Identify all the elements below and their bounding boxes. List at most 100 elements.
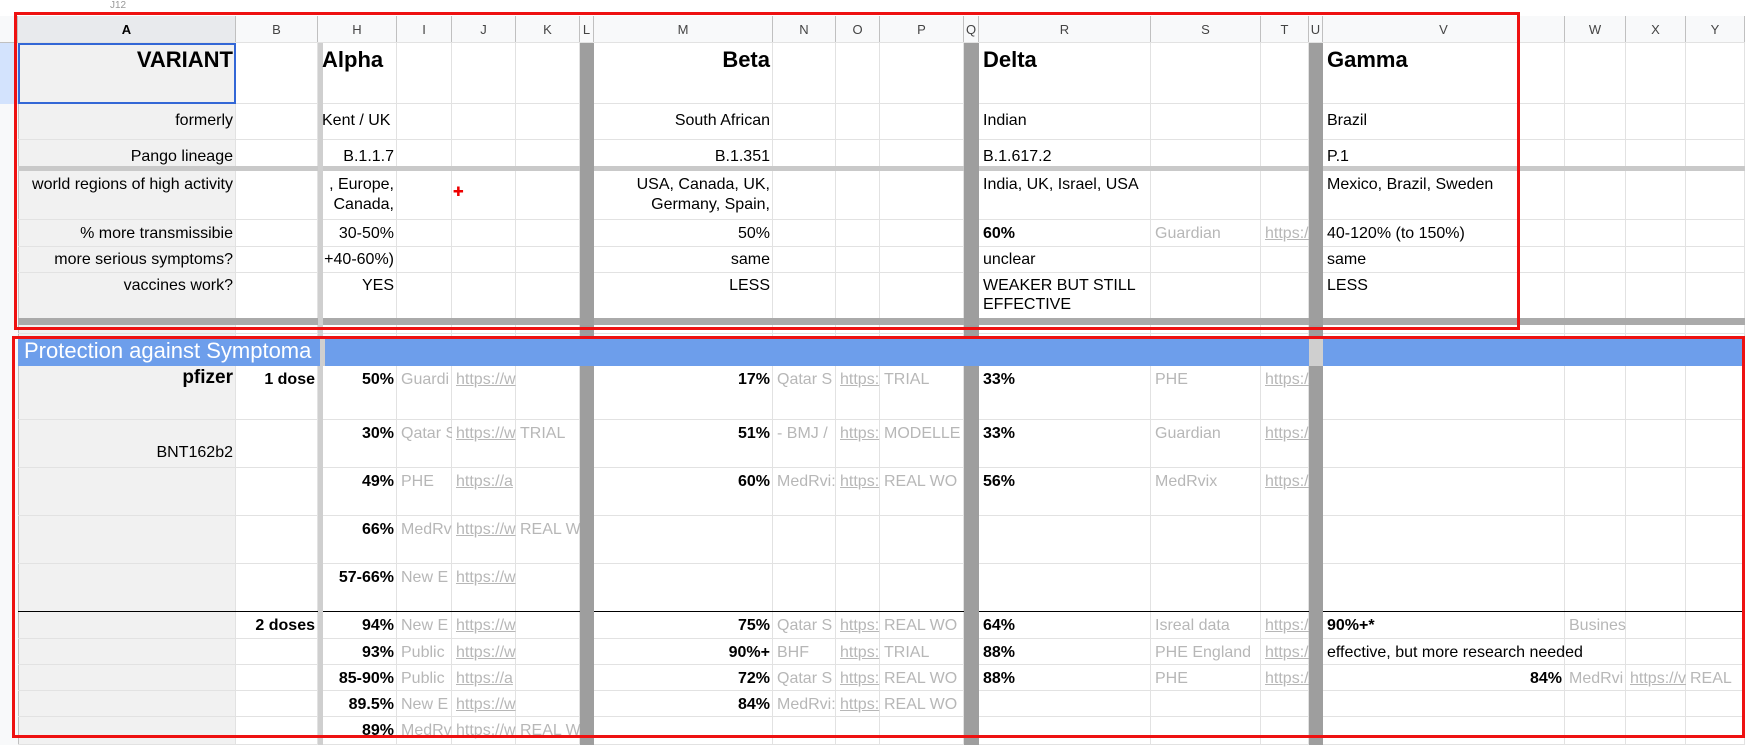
d1-alpha-type[interactable]: REAL W — [520, 521, 580, 538]
column-header-y[interactable]: Y — [1686, 16, 1745, 43]
d2-delta-link[interactable]: https:// — [1265, 644, 1309, 661]
d1-delta[interactable]: 56% — [983, 473, 1016, 490]
active-cell-selection[interactable] — [18, 43, 236, 104]
d2-beta-link[interactable]: https: — [840, 617, 880, 634]
column-header-s[interactable]: S — [1151, 16, 1261, 43]
transmissible-delta-source[interactable]: Guardian — [1155, 225, 1221, 242]
variant-label[interactable]: VARIANT — [136, 47, 233, 72]
d1-beta-source[interactable]: - BMJ / — [777, 425, 828, 442]
pfizer-code[interactable]: BNT162b2 — [156, 444, 234, 461]
d2-beta-type[interactable]: TRIAL — [884, 644, 930, 661]
hidden-columns-gutter[interactable] — [1309, 43, 1323, 745]
d2-delta-source[interactable]: PHE — [1155, 670, 1188, 687]
d2-gamma-link[interactable]: https://v — [1630, 670, 1686, 687]
d2-alpha-link[interactable]: https://w — [456, 696, 516, 713]
pango-alpha[interactable]: B.1.1.7 — [343, 148, 394, 165]
d1-beta[interactable]: 17% — [737, 371, 770, 388]
pango-delta[interactable]: B.1.617.2 — [983, 148, 1052, 165]
formerly-alpha[interactable]: Kent / UK — [322, 112, 391, 129]
d2-beta[interactable]: 75% — [737, 617, 770, 634]
d1-delta-link[interactable]: https://R — [1265, 473, 1309, 490]
column-header-h[interactable]: H — [318, 16, 397, 43]
d2-gamma-source[interactable]: MedRvi — [1569, 670, 1624, 687]
select-all-corner[interactable] — [0, 16, 18, 43]
d2-alpha-source[interactable]: MedRv — [401, 722, 452, 739]
d2-delta-source[interactable]: Isreal data — [1155, 617, 1230, 634]
column-header-w[interactable]: W — [1565, 16, 1626, 43]
d1-alpha-link[interactable]: https://a — [456, 473, 513, 490]
selected-row-header[interactable] — [0, 43, 18, 104]
d2-alpha-source[interactable]: Public — [401, 644, 445, 661]
d2-alpha-link[interactable]: https://w — [456, 617, 516, 634]
d1-beta-type[interactable]: MODELLE — [884, 425, 961, 442]
transmissible-beta[interactable]: 50% — [737, 225, 770, 242]
serious-alpha[interactable]: +40-60%) — [324, 251, 394, 268]
d2-beta-link[interactable]: https: — [840, 696, 880, 713]
d1-alpha-source[interactable]: Qatar S — [401, 425, 452, 442]
d2-beta-source[interactable]: BHF — [777, 644, 809, 661]
d2-beta-type[interactable]: REAL WO — [884, 696, 958, 713]
vaccines-gamma[interactable]: LESS — [1327, 277, 1368, 294]
d2-gamma-source[interactable]: Busines — [1569, 617, 1626, 634]
d1-alpha[interactable]: 50% — [361, 371, 394, 388]
d1-alpha[interactable]: 49% — [361, 473, 394, 490]
d2-delta-source[interactable]: PHE England — [1155, 644, 1252, 661]
column-header-x[interactable]: X — [1626, 16, 1686, 43]
d1-delta-source[interactable]: PHE — [1155, 371, 1188, 388]
vaccines-beta[interactable]: LESS — [729, 277, 770, 294]
formerly-delta[interactable]: Indian — [983, 112, 1027, 129]
serious-gamma[interactable]: same — [1327, 251, 1367, 268]
d1-alpha-type[interactable]: TRIAL — [520, 425, 566, 442]
d2-delta-link[interactable]: https:// — [1265, 670, 1309, 687]
d1-beta-type[interactable]: REAL WO — [884, 473, 958, 490]
pango-beta[interactable]: B.1.351 — [714, 148, 770, 165]
variant-alpha[interactable]: Alpha — [322, 47, 384, 72]
dose-1-label[interactable]: 1 dose — [264, 371, 315, 388]
d2-alpha-link[interactable]: https://a — [456, 670, 513, 687]
d1-alpha-source[interactable]: PHE — [401, 473, 434, 490]
serious-beta[interactable]: same — [730, 251, 770, 268]
d1-alpha-link[interactable]: https://w — [456, 371, 516, 388]
column-header-q[interactable]: Q — [964, 16, 979, 43]
column-header-b[interactable]: B — [236, 16, 318, 43]
pango-gamma[interactable]: P.1 — [1327, 148, 1349, 165]
transmissible-gamma[interactable]: 40-120% (to 150%) — [1327, 225, 1465, 242]
d2-delta[interactable]: 88% — [983, 644, 1016, 661]
variant-gamma[interactable]: Gamma — [1327, 47, 1408, 72]
d1-beta[interactable]: 60% — [737, 473, 770, 490]
row-label-serious[interactable]: more serious symptoms? — [54, 251, 233, 268]
d2-beta-source[interactable]: Qatar S — [777, 670, 833, 687]
transmissible-delta-link[interactable]: https:// — [1265, 225, 1309, 242]
transmissible-delta[interactable]: 60% — [983, 225, 1016, 242]
vaccines-delta[interactable]: WEAKER BUT STILL EFFECTIVE — [983, 277, 1136, 313]
d2-gamma[interactable]: 90%+* — [1327, 617, 1375, 634]
serious-delta[interactable]: unclear — [983, 251, 1036, 268]
column-header-n[interactable]: N — [773, 16, 836, 43]
d2-alpha[interactable]: 94% — [361, 617, 394, 634]
d1-beta[interactable]: 51% — [737, 425, 770, 442]
column-header-o[interactable]: O — [836, 16, 880, 43]
d2-beta[interactable]: 72% — [737, 670, 770, 687]
column-header-l[interactable]: L — [580, 16, 594, 43]
column-header-v[interactable]: V — [1323, 16, 1565, 43]
pfizer-name[interactable]: pfizer — [182, 368, 233, 388]
d2-alpha[interactable]: 85-90% — [338, 670, 394, 687]
d2-delta-link[interactable]: https:// — [1265, 617, 1309, 634]
row-label-formerly[interactable]: formerly — [175, 112, 233, 129]
d1-delta-link[interactable]: https:// — [1265, 371, 1309, 388]
d1-delta-source[interactable]: Guardian — [1155, 425, 1221, 442]
formerly-beta[interactable]: South African — [674, 112, 770, 129]
column-header-r[interactable]: R — [979, 16, 1151, 43]
regions-delta[interactable]: India, UK, Israel, USA — [983, 176, 1139, 193]
column-header-p[interactable]: P — [880, 16, 964, 43]
d2-alpha-link[interactable]: https://w — [456, 644, 516, 661]
dose-2-label[interactable]: 2 doses — [255, 617, 315, 634]
d1-alpha[interactable]: 30% — [361, 425, 394, 442]
d1-beta-link[interactable]: https: — [840, 473, 880, 490]
d1-alpha-link[interactable]: https://w — [456, 521, 516, 538]
d1-beta-link[interactable]: https: — [840, 371, 880, 388]
d2-beta-type[interactable]: REAL WO — [884, 617, 958, 634]
d2-beta-link[interactable]: https: — [840, 670, 880, 687]
d1-alpha-link[interactable]: https://w — [456, 425, 516, 442]
